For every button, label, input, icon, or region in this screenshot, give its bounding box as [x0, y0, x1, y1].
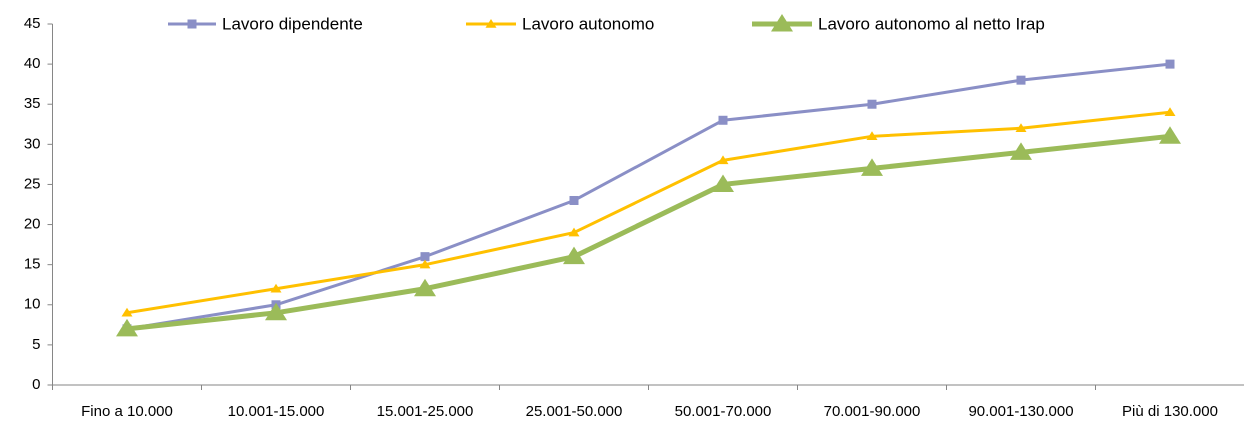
data-point [419, 259, 431, 269]
y-tick-label: 20 [24, 216, 41, 233]
x-tick-label: 25.001-50.000 [526, 403, 623, 420]
data-point [1159, 126, 1181, 144]
legend-label: Lavoro autonomo [522, 14, 654, 33]
data-point [265, 302, 287, 321]
x-tick-label: 15.001-25.000 [377, 403, 474, 420]
series-line [126, 110, 1171, 315]
legend-marker [485, 19, 497, 28]
data-point [861, 158, 883, 176]
data-point [866, 131, 878, 141]
data-point [1164, 107, 1176, 116]
series-line [126, 133, 1171, 332]
y-tick-label: 0 [32, 376, 40, 393]
y-tick-label: 40 [24, 55, 41, 72]
data-point [420, 252, 430, 262]
data-point [712, 174, 734, 192]
data-point [116, 318, 138, 337]
data-point [1016, 75, 1026, 85]
legend-label: Lavoro dipendente [222, 14, 363, 33]
x-tick-label: 90.001-130.000 [968, 403, 1073, 420]
y-tick-label: 10 [24, 296, 41, 313]
x-tick-label: 10.001-15.000 [228, 403, 325, 420]
x-tick-label: 50.001-70.000 [675, 403, 772, 420]
data-point [867, 99, 877, 109]
data-point [568, 227, 580, 237]
x-tick-label: Fino a 10.000 [81, 403, 173, 420]
x-tick-label: Più di 130.000 [1122, 403, 1218, 420]
data-point [569, 195, 579, 205]
y-tick-label: 5 [32, 336, 40, 353]
data-point [1015, 123, 1027, 133]
legend-marker [771, 14, 793, 32]
data-point [414, 278, 436, 297]
data-point [270, 283, 282, 293]
y-tick-label: 45 [24, 15, 41, 32]
y-tick-label: 15 [24, 256, 41, 273]
data-point [1010, 142, 1032, 160]
data-point [718, 115, 728, 125]
y-tick-label: 30 [24, 135, 41, 152]
series-line [126, 62, 1171, 331]
data-point [121, 307, 133, 317]
y-tick-label: 25 [24, 175, 41, 192]
data-point [1165, 59, 1175, 69]
data-point [717, 155, 729, 165]
legend-marker [187, 19, 197, 29]
x-tick-label: 70.001-90.000 [824, 403, 921, 420]
data-point [563, 246, 585, 265]
y-tick-label: 35 [24, 95, 41, 112]
legend-label: Lavoro autonomo al netto Irap [818, 14, 1045, 33]
